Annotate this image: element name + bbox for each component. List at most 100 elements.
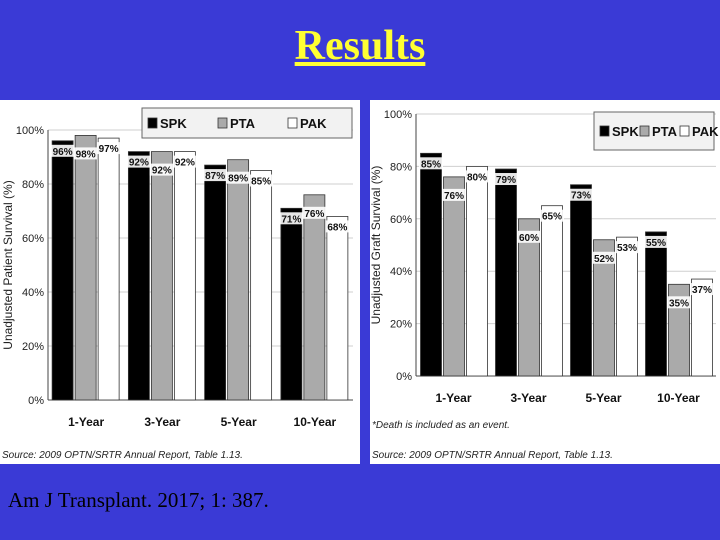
- bar-pta: [593, 239, 615, 377]
- bar-pta: [303, 194, 326, 401]
- data-label: 85%: [251, 177, 271, 188]
- data-label-bg: [517, 230, 541, 243]
- y-tick-label: 80%: [22, 179, 44, 191]
- legend-swatch-spk: [147, 117, 158, 129]
- y-tick-label: 0%: [28, 395, 44, 407]
- legend-label: PTA: [652, 124, 678, 139]
- x-tick-label: 5-Year: [221, 415, 257, 429]
- data-label-bg: [569, 188, 593, 201]
- data-label: 76%: [444, 191, 464, 202]
- data-label-bg: [667, 296, 691, 309]
- data-label-bg: [325, 220, 350, 233]
- citation: Am J Transplant. 2017; 1: 387.: [8, 488, 269, 512]
- bar-pak: [616, 236, 638, 377]
- data-label: 97%: [99, 144, 119, 155]
- bar-pak: [466, 166, 488, 377]
- x-tick-label: 10-Year: [294, 415, 337, 429]
- bar-pta: [74, 135, 97, 401]
- legend-swatch-spk: [599, 125, 610, 137]
- y-axis-label: Unadjusted Patient Survival (%): [1, 180, 15, 349]
- data-label-bg: [592, 251, 616, 264]
- data-label: 96%: [53, 147, 73, 158]
- data-label-bg: [149, 163, 174, 176]
- data-label: 53%: [617, 243, 637, 254]
- data-label: 76%: [304, 209, 324, 220]
- x-tick-label: 5-Year: [585, 391, 621, 405]
- bar-spk: [420, 152, 442, 377]
- y-tick-label: 100%: [16, 125, 44, 137]
- legend-swatch-pta: [639, 125, 650, 137]
- bar-pak: [97, 137, 120, 401]
- data-label-bg: [203, 169, 228, 182]
- data-label: 60%: [519, 233, 539, 244]
- bar-pta: [518, 218, 540, 377]
- legend-box: [141, 107, 353, 139]
- bar-pta: [443, 176, 465, 377]
- data-label: 52%: [594, 254, 614, 265]
- bar-spk: [495, 168, 517, 377]
- bar-pta: [150, 151, 173, 401]
- x-tick-label: 10-Year: [657, 391, 700, 405]
- slide-title: Results: [294, 23, 426, 69]
- data-label-bg: [615, 241, 639, 254]
- data-label-bg: [50, 144, 75, 157]
- graft-survival-chart-panel: 0% 20% 40% 60% 80% 100% Unadjusted Graft Survi…: [370, 100, 720, 464]
- y-tick-label: 0%: [396, 371, 412, 383]
- bar-spk: [127, 151, 150, 401]
- data-label: 71%: [281, 214, 301, 225]
- data-label: 55%: [646, 238, 666, 249]
- data-label-bg: [540, 209, 564, 222]
- patient-survival-chart-panel: 0% 20% 40% 60% 80% 100% Unadjusted Patient Sur…: [0, 100, 360, 464]
- source-note: Source: 2009 OPTN/SRTR Annual Report, Ta…: [2, 450, 243, 461]
- data-label-bg: [96, 142, 121, 155]
- x-tick-label: 1-Year: [68, 415, 104, 429]
- data-label: 79%: [496, 175, 516, 186]
- y-tick-label: 40%: [390, 266, 412, 278]
- legend-box: [593, 111, 715, 151]
- data-label-bg: [690, 283, 714, 296]
- data-label: 73%: [571, 191, 591, 202]
- data-label-bg: [494, 173, 518, 186]
- data-label-bg: [302, 206, 327, 219]
- legend-swatch-pta: [217, 117, 228, 129]
- data-label: 89%: [228, 174, 248, 185]
- data-label: 80%: [467, 172, 487, 183]
- legend-label: SPK: [612, 124, 639, 139]
- legend-swatch-pak: [679, 125, 690, 137]
- x-tick-label: 3-Year: [510, 391, 546, 405]
- legend-swatch-pak: [287, 117, 298, 129]
- data-label-bg: [279, 212, 304, 225]
- data-label-bg: [644, 235, 668, 248]
- data-label-bg: [172, 155, 197, 168]
- patient-survival-chart: 0% 20% 40% 60% 80% 100% Unadjusted Patient Sur…: [1, 107, 353, 461]
- y-tick-label: 60%: [22, 233, 44, 245]
- legend-label: PAK: [692, 124, 719, 139]
- data-label: 92%: [175, 158, 195, 169]
- bar-spk: [51, 140, 74, 401]
- data-label-bg: [419, 157, 443, 170]
- bar-pta: [227, 159, 250, 401]
- y-axis-label: Unadjusted Graft Survival (%): [370, 166, 383, 325]
- bar-spk: [645, 231, 667, 377]
- x-tick-label: 3-Year: [144, 415, 180, 429]
- data-label: 85%: [421, 159, 441, 170]
- y-tick-label: 60%: [390, 214, 412, 226]
- data-label-bg: [442, 188, 466, 201]
- y-tick-label: 100%: [384, 109, 412, 121]
- data-label-bg: [126, 155, 151, 168]
- data-label: 92%: [129, 158, 149, 169]
- x-tick-label: 1-Year: [435, 391, 471, 405]
- source-note: Source: 2009 OPTN/SRTR Annual Report, Ta…: [372, 450, 613, 461]
- y-tick-label: 20%: [390, 319, 412, 331]
- data-label: 92%: [152, 166, 172, 177]
- data-label-bg: [249, 174, 274, 187]
- data-label-bg: [73, 147, 98, 160]
- y-tick-label: 40%: [22, 287, 44, 299]
- bar-pak: [250, 170, 273, 401]
- legend-label: SPK: [160, 116, 187, 131]
- data-label: 37%: [692, 285, 712, 296]
- bar-spk: [204, 164, 227, 401]
- legend-label: PTA: [230, 116, 256, 131]
- bar-pak: [326, 216, 349, 401]
- bar-spk: [280, 207, 303, 401]
